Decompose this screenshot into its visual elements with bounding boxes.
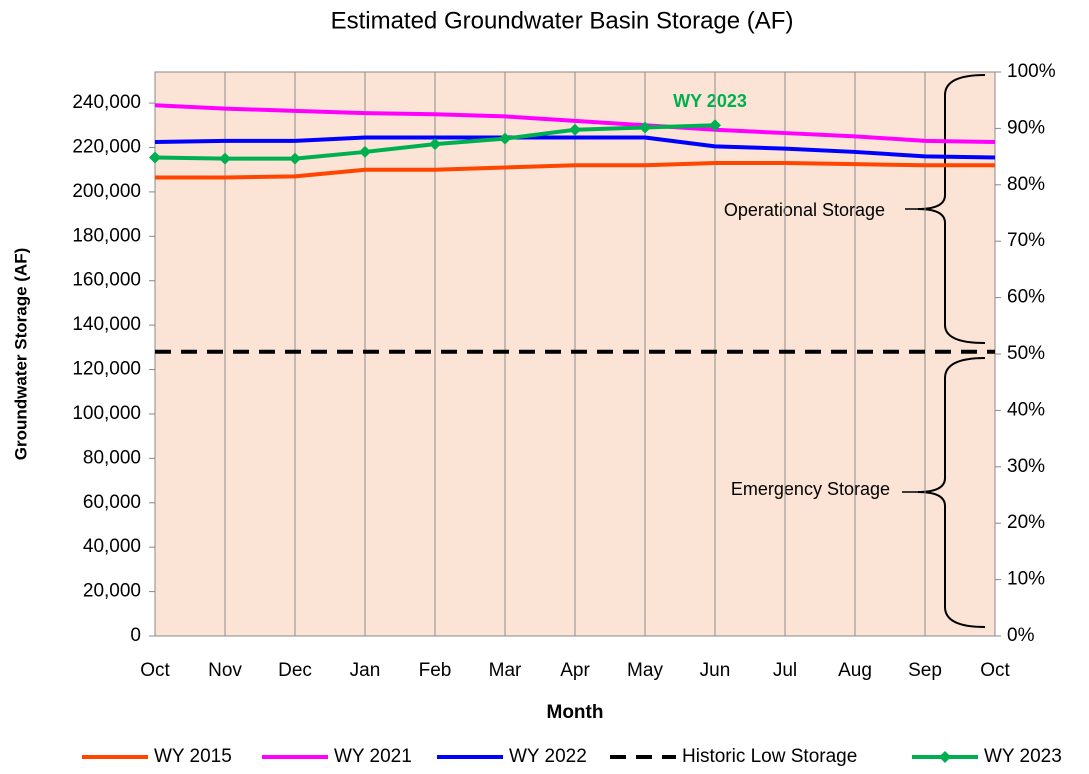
y-tick-label: 140,000 bbox=[72, 314, 141, 335]
legend-label: WY 2023 bbox=[984, 746, 1062, 767]
y-axis-title: Groundwater Storage (AF) bbox=[11, 248, 30, 461]
y-tick-label: 200,000 bbox=[72, 181, 141, 202]
y-tick-label: 40,000 bbox=[83, 536, 141, 557]
x-axis-title: Month bbox=[547, 702, 604, 723]
x-tick-label: Oct bbox=[140, 660, 170, 681]
y2-tick-label: 70% bbox=[1007, 230, 1045, 251]
x-tick-label: Nov bbox=[208, 660, 242, 681]
y-tick-label: 0 bbox=[130, 625, 141, 646]
legend-label: WY 2021 bbox=[334, 746, 412, 767]
x-tick-label: Aug bbox=[838, 660, 872, 681]
marker bbox=[569, 123, 581, 136]
x-tick-label: Jul bbox=[773, 660, 797, 681]
legend-marker bbox=[939, 751, 951, 763]
marker bbox=[289, 152, 301, 165]
y2-tick-label: 20% bbox=[1007, 512, 1045, 533]
x-tick-label: May bbox=[627, 660, 663, 681]
y-tick-label: 120,000 bbox=[72, 359, 141, 380]
marker bbox=[639, 121, 651, 134]
marker bbox=[429, 138, 441, 151]
legend-label: WY 2022 bbox=[509, 746, 587, 767]
chart-title: Estimated Groundwater Basin Storage (AF) bbox=[331, 7, 794, 34]
annotation: WY 2023 bbox=[673, 91, 747, 111]
y2-tick-label: 30% bbox=[1007, 456, 1045, 477]
x-tick-label: Oct bbox=[980, 660, 1010, 681]
x-tick-label: Dec bbox=[278, 660, 312, 681]
marker bbox=[359, 145, 371, 158]
y-tick-label: 160,000 bbox=[72, 270, 141, 291]
y-tick-label: 240,000 bbox=[72, 92, 141, 113]
annotation: Emergency Storage bbox=[731, 479, 890, 499]
y2-tick-label: 0% bbox=[1007, 625, 1035, 646]
y2-tick-label: 90% bbox=[1007, 117, 1045, 138]
y2-tick-label: 40% bbox=[1007, 399, 1045, 420]
marker bbox=[219, 152, 231, 165]
marker bbox=[709, 119, 721, 132]
series-line bbox=[154, 135, 996, 160]
legend-label: Historic Low Storage bbox=[682, 746, 857, 767]
x-tick-label: Sep bbox=[908, 660, 942, 681]
legend-label: WY 2015 bbox=[154, 746, 232, 767]
y-tick-label: 220,000 bbox=[72, 137, 141, 158]
y2-tick-label: 50% bbox=[1007, 343, 1045, 364]
y-tick-label: 60,000 bbox=[83, 492, 141, 513]
y-tick-label: 100,000 bbox=[72, 403, 141, 424]
x-tick-label: Jun bbox=[700, 660, 731, 681]
x-tick-label: Mar bbox=[489, 660, 522, 681]
annotation: Operational Storage bbox=[724, 200, 885, 220]
y2-tick-label: 60% bbox=[1007, 287, 1045, 308]
y-tick-label: 180,000 bbox=[72, 225, 141, 246]
x-tick-label: Apr bbox=[560, 660, 590, 681]
marker bbox=[149, 151, 161, 164]
y-tick-label: 80,000 bbox=[83, 447, 141, 468]
series-line bbox=[155, 161, 995, 180]
y-tick-label: 20,000 bbox=[83, 581, 141, 602]
y2-tick-label: 80% bbox=[1007, 174, 1045, 195]
series-line bbox=[154, 103, 996, 144]
x-tick-label: Feb bbox=[419, 660, 452, 681]
marker bbox=[499, 132, 511, 145]
y2-tick-label: 100% bbox=[1007, 61, 1056, 82]
y2-tick-label: 10% bbox=[1007, 569, 1045, 590]
x-tick-label: Jan bbox=[350, 660, 381, 681]
